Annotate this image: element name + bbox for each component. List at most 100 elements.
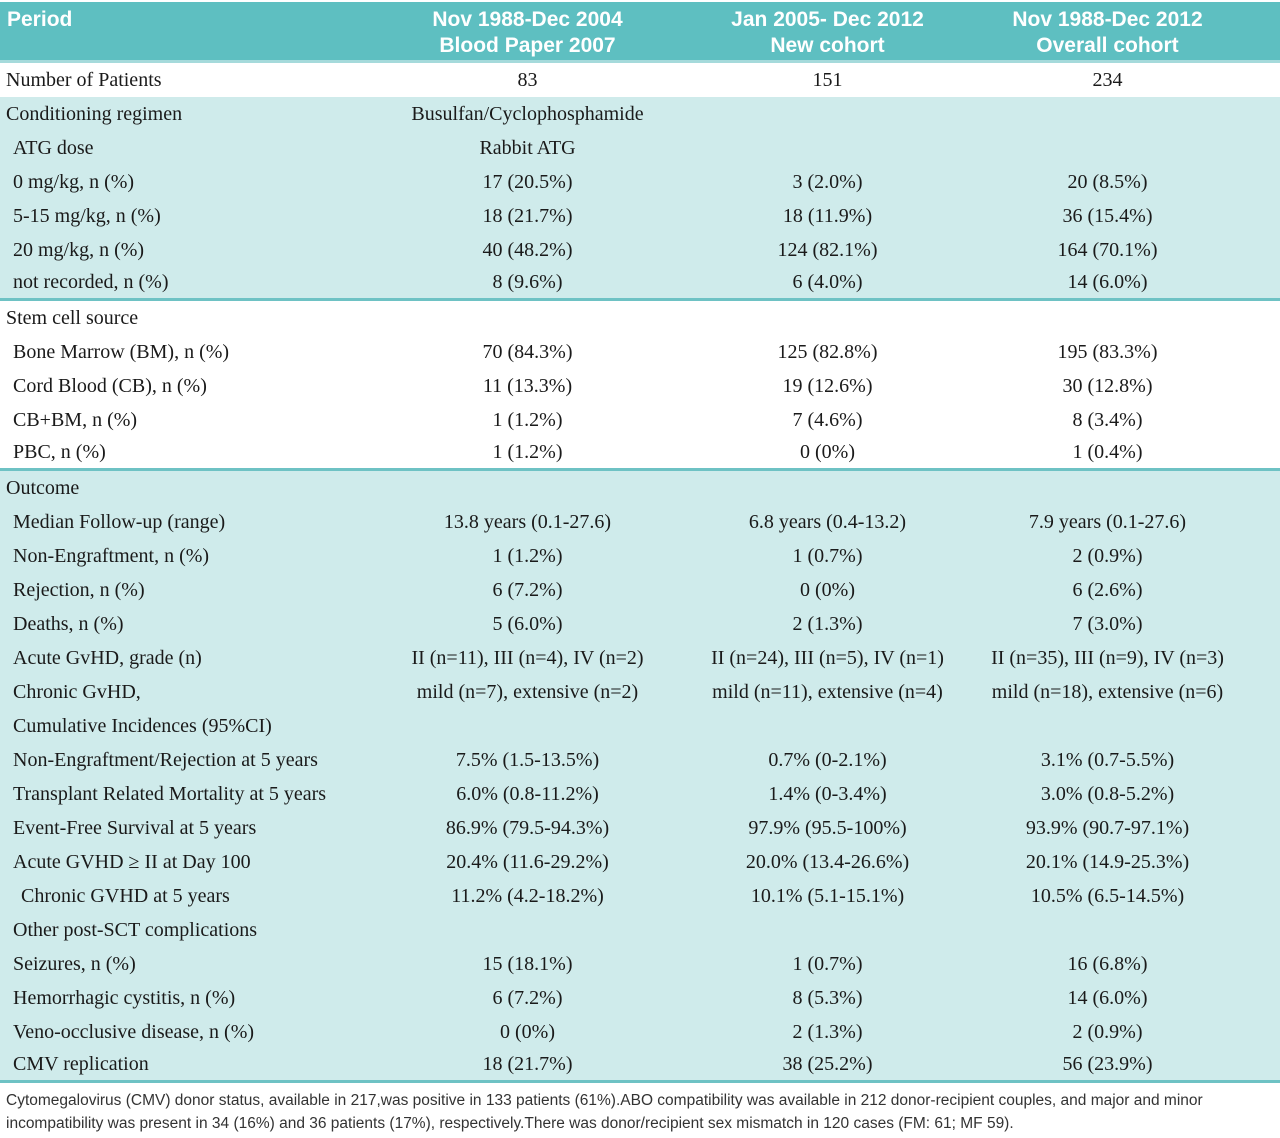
value-cell-col3: 151 bbox=[812, 68, 843, 91]
value-cell-col2: 1 (1.2%) bbox=[492, 441, 563, 463]
row-label: 20 mg/kg, n (%) bbox=[13, 238, 145, 261]
value-cell-col4: 36 (15.4%) bbox=[1062, 204, 1153, 227]
value-cell-col4: mild (n=18), extensive (n=6) bbox=[991, 680, 1224, 703]
row-label: Deaths, n (%) bbox=[13, 612, 124, 635]
value-cell-col3: 0.7% (0-2.1%) bbox=[768, 748, 887, 771]
value-cell-col2 bbox=[335, 471, 720, 505]
value-cell-col2: mild (n=7), extensive (n=2) bbox=[416, 680, 639, 703]
value-cell-col2: 13.8 years (0.1-27.6) bbox=[443, 510, 612, 533]
value-cell-col2: Rabbit ATG bbox=[479, 136, 576, 159]
value-cell-col4: 2 (0.9%) bbox=[1072, 544, 1143, 567]
header-overall-cohort: Nov 1988-Dec 2012 Overall cohort bbox=[935, 2, 1280, 60]
value-cell-col3: 124 (82.1%) bbox=[777, 238, 878, 261]
value-cell-col2 bbox=[335, 301, 720, 335]
row-label: Non-Engraftment, n (%) bbox=[13, 544, 210, 567]
value-cell-col2: 15 (18.1%) bbox=[482, 952, 573, 975]
value-cell-col4: 164 (70.1%) bbox=[1057, 238, 1158, 261]
value-cell-col2: 18 (21.7%) bbox=[482, 1053, 573, 1075]
table-row: Acute GvHD, grade (n) II (n=11), III (n=4… bbox=[0, 641, 1280, 675]
table-row: CMV replication 18 (21.7%) 38 (25.2%) 56 (2… bbox=[0, 1049, 1280, 1083]
value-cell-col2: 0 (0%) bbox=[500, 1020, 555, 1043]
row-label: Median Follow-up (range) bbox=[13, 510, 226, 533]
row-label: Acute GVHD ≥ II at Day 100 bbox=[13, 850, 251, 873]
value-cell-col2: 70 (84.3%) bbox=[482, 340, 573, 363]
header-col3-line1: Jan 2005- Dec 2012 bbox=[731, 8, 924, 31]
value-cell-col4: 8 (3.4%) bbox=[1072, 408, 1143, 431]
value-cell-col4: 3.1% (0.7-5.5%) bbox=[1040, 748, 1175, 771]
value-cell-col4 bbox=[935, 97, 1280, 131]
value-cell-col2: II (n=11), III (n=4), IV (n=2) bbox=[411, 646, 644, 669]
footnote: Cytomegalovirus (CMV) donor status, avai… bbox=[0, 1083, 1280, 1135]
table-row: Cord Blood (CB), n (%) 11 (13.3%) 19 (12.6… bbox=[0, 369, 1280, 403]
row-label: Cord Blood (CB), n (%) bbox=[13, 374, 207, 397]
row-label: Acute GvHD, grade (n) bbox=[13, 646, 202, 669]
table-row: Deaths, n (%) 5 (6.0%) 2 (1.3%) 7 (3.0%) bbox=[0, 607, 1280, 641]
row-label: Outcome bbox=[6, 476, 80, 499]
value-cell-col4: 56 (23.9%) bbox=[1062, 1053, 1153, 1075]
value-cell-col2: 11.2% (4.2-18.2%) bbox=[451, 884, 604, 907]
value-cell-col4: 234 bbox=[1092, 68, 1123, 91]
value-cell-col3: 7 (4.6%) bbox=[792, 408, 863, 431]
row-label: Hemorrhagic cystitis, n (%) bbox=[13, 986, 236, 1009]
table-row: Number of Patients 83 151 234 bbox=[0, 63, 1280, 97]
value-cell-col3: II (n=24), III (n=5), IV (n=1) bbox=[711, 646, 944, 669]
value-cell-col4: 20 (8.5%) bbox=[1067, 170, 1148, 193]
value-cell-col4 bbox=[935, 709, 1280, 743]
value-cell-col2: 6 (7.2%) bbox=[492, 986, 563, 1009]
table-row: not recorded, n (%) 8 (9.6%) 6 (4.0%) 14 (6… bbox=[0, 267, 1280, 301]
value-cell-col2: 20.4% (11.6-29.2%) bbox=[446, 850, 609, 873]
value-cell-col3: 10.1% (5.1-15.1%) bbox=[750, 884, 905, 907]
row-label: CMV replication bbox=[13, 1053, 149, 1075]
value-cell-col3: 125 (82.8%) bbox=[777, 340, 878, 363]
value-cell-col3: 6.8 years (0.4-13.2) bbox=[748, 510, 907, 533]
row-label: Stem cell source bbox=[6, 306, 139, 329]
row-label: PBC, n (%) bbox=[13, 441, 106, 463]
table-row: Conditioning regimen Busulfan/Cyclophosph… bbox=[0, 97, 1280, 131]
value-cell-col2: 1 (1.2%) bbox=[492, 408, 563, 431]
row-label: ATG dose bbox=[13, 136, 94, 159]
table-row: Rejection, n (%) 6 (7.2%) 0 (0%) 6 (2.6%) bbox=[0, 573, 1280, 607]
value-cell-col3: 0 (0%) bbox=[800, 578, 855, 601]
value-cell-col4 bbox=[935, 471, 1280, 505]
table-row: Chronic GvHD, mild (n=7), extensive (n=2)… bbox=[0, 675, 1280, 709]
value-cell-col2: 17 (20.5%) bbox=[482, 170, 573, 193]
row-label: Cumulative Incidences (95%CI) bbox=[13, 714, 272, 737]
value-cell-col2: 40 (48.2%) bbox=[482, 238, 573, 261]
value-cell-col4: 10.5% (6.5-14.5%) bbox=[1030, 884, 1185, 907]
value-cell-col3 bbox=[720, 913, 935, 947]
value-cell-col2: 7.5% (1.5-13.5%) bbox=[455, 748, 600, 771]
table-row: Non-Engraftment/Rejection at 5 years 7.5%… bbox=[0, 743, 1280, 777]
table-row: Veno-occlusive disease, n (%) 0 (0%) 2 (1.… bbox=[0, 1015, 1280, 1049]
value-cell-col4: 6 (2.6%) bbox=[1072, 578, 1143, 601]
value-cell-col3 bbox=[720, 97, 935, 131]
row-label: Event-Free Survival at 5 years bbox=[13, 816, 257, 839]
table-row: Cumulative Incidences (95%CI) bbox=[0, 709, 1280, 743]
value-cell-col4: 14 (6.0%) bbox=[1067, 271, 1148, 293]
table-row: 20 mg/kg, n (%) 40 (48.2%) 124 (82.1%) 164 … bbox=[0, 233, 1280, 267]
value-cell-col4 bbox=[935, 301, 1280, 335]
table-row: 0 mg/kg, n (%) 17 (20.5%) 3 (2.0%) 20 (8.5%… bbox=[0, 165, 1280, 199]
table-header-row: Period Nov 1988-Dec 2004 Blood Paper 200… bbox=[0, 0, 1280, 63]
value-cell-col2: Busulfan/Cyclophosphamide bbox=[411, 102, 644, 125]
value-cell-col4: II (n=35), III (n=9), IV (n=3) bbox=[991, 646, 1224, 669]
value-cell-col3: 18 (11.9%) bbox=[782, 204, 873, 227]
table-row: Median Follow-up (range) 13.8 years (0.1-… bbox=[0, 505, 1280, 539]
header-col2-line1: Nov 1988-Dec 2004 bbox=[432, 8, 623, 31]
header-col3-line2: New cohort bbox=[770, 34, 885, 57]
row-label: Non-Engraftment/Rejection at 5 years bbox=[13, 748, 318, 771]
table-row: Other post-SCT complications bbox=[0, 913, 1280, 947]
row-label: Chronic GvHD, bbox=[13, 680, 141, 703]
value-cell-col3: 38 (25.2%) bbox=[782, 1053, 873, 1075]
table-row: Chronic GVHD at 5 years 11.2% (4.2-18.2%)… bbox=[0, 879, 1280, 913]
value-cell-col2: 8 (9.6%) bbox=[492, 271, 563, 293]
value-cell-col3: 6 (4.0%) bbox=[792, 271, 863, 293]
value-cell-col2: 5 (6.0%) bbox=[492, 612, 563, 635]
row-label: Number of Patients bbox=[6, 68, 162, 91]
table-row: PBC, n (%) 1 (1.2%) 0 (0%) 1 (0.4%) bbox=[0, 437, 1280, 471]
table-row: CB+BM, n (%) 1 (1.2%) 7 (4.6%) 8 (3.4%) bbox=[0, 403, 1280, 437]
value-cell-col3: 20.0% (13.4-26.6%) bbox=[745, 850, 910, 873]
header-col2-line2: Blood Paper 2007 bbox=[439, 34, 616, 57]
value-cell-col4: 195 (83.3%) bbox=[1057, 340, 1158, 363]
row-label: Veno-occlusive disease, n (%) bbox=[13, 1020, 255, 1043]
table-row: Outcome bbox=[0, 471, 1280, 505]
